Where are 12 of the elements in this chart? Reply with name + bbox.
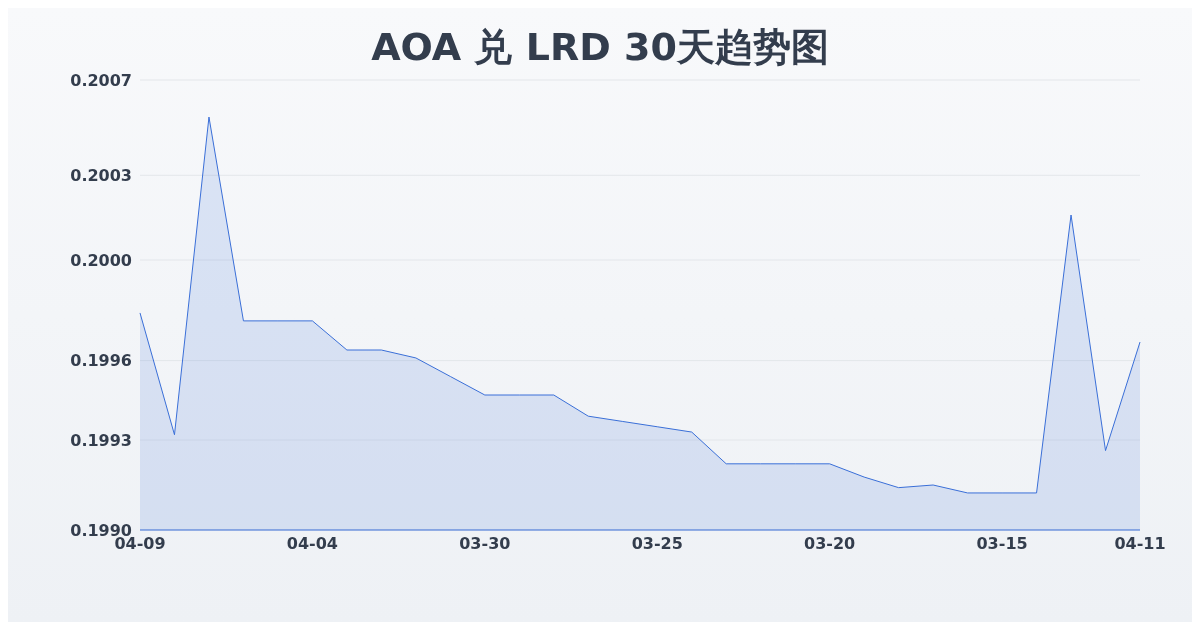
y-tick-label: 0.2003 (70, 165, 132, 185)
y-tick-label: 0.1993 (70, 430, 132, 450)
x-tick-label: 04-04 (286, 534, 338, 554)
x-tick-label: 03-20 (804, 534, 856, 554)
x-tick-label: 03-25 (631, 534, 683, 554)
y-tick-label: 0.2007 (70, 70, 132, 90)
x-tick-label: 03-15 (976, 534, 1028, 554)
x-tick-label: 03-30 (459, 534, 511, 554)
x-tick-label: 04-11 (1114, 534, 1166, 554)
chart-title: AOA 兑 LRD 30天趋势图 (371, 25, 829, 69)
y-tick-label: 0.2000 (70, 250, 132, 270)
y-tick-label: 0.1996 (70, 351, 132, 371)
